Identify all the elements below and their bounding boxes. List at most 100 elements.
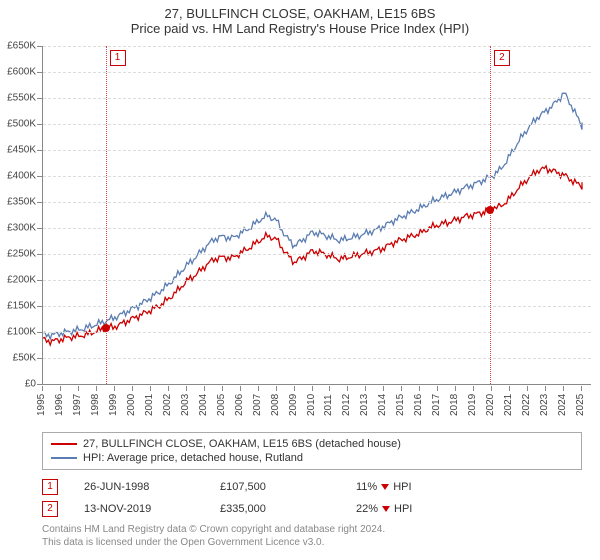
y-tick-mark — [37, 254, 42, 255]
y-tick-mark — [37, 98, 42, 99]
y-tick-mark — [37, 150, 42, 151]
sale-row-date: 26-JUN-1998 — [84, 481, 194, 493]
sale-row-index: 1 — [42, 479, 58, 495]
arrow-down-icon — [381, 484, 389, 490]
x-tick-mark — [383, 386, 384, 391]
x-tick-mark — [329, 386, 330, 391]
chart-container: 27, BULLFINCH CLOSE, OAKHAM, LE15 6BS Pr… — [0, 0, 600, 560]
x-tick-label: 2016 — [413, 394, 424, 416]
y-tick-mark — [37, 228, 42, 229]
y-tick-mark — [37, 202, 42, 203]
x-tick-mark — [347, 386, 348, 391]
footer-attribution: Contains HM Land Registry data © Crown c… — [42, 524, 582, 549]
x-tick-label: 2024 — [557, 394, 568, 416]
y-tick-mark — [37, 358, 42, 359]
x-tick-label: 1997 — [72, 394, 83, 416]
sale-row-diff-pct: 22% — [356, 503, 378, 515]
x-tick-mark — [42, 386, 43, 391]
gridline-h — [43, 176, 591, 177]
x-tick-label: 2010 — [306, 394, 317, 416]
y-tick-label: £50K — [13, 353, 36, 364]
y-tick-mark — [37, 332, 42, 333]
sale-event-dot — [102, 324, 110, 332]
series-svg — [43, 46, 591, 384]
gridline-h — [43, 98, 591, 99]
legend-label-price-paid: 27, BULLFINCH CLOSE, OAKHAM, LE15 6BS (d… — [83, 438, 401, 450]
x-tick-mark — [258, 386, 259, 391]
legend-box: 27, BULLFINCH CLOSE, OAKHAM, LE15 6BS (d… — [42, 432, 582, 470]
x-tick-mark — [294, 386, 295, 391]
legend-swatch-price-paid — [51, 443, 77, 445]
sale-row: 1 26-JUN-1998 £107,500 11%HPI — [42, 476, 582, 498]
series-line-price_paid — [43, 166, 582, 345]
x-tick-mark — [150, 386, 151, 391]
x-tick-label: 2025 — [575, 394, 586, 416]
sale-row-price: £335,000 — [220, 503, 330, 515]
y-tick-label: £550K — [7, 93, 36, 104]
y-tick-label: £450K — [7, 145, 36, 156]
x-tick-label: 2000 — [126, 394, 137, 416]
y-tick-mark — [37, 384, 42, 385]
x-tick-label: 2002 — [162, 394, 173, 416]
title-address: 27, BULLFINCH CLOSE, OAKHAM, LE15 6BS — [0, 6, 600, 21]
x-tick-label: 2021 — [503, 394, 514, 416]
x-tick-mark — [168, 386, 169, 391]
x-tick-label: 1999 — [108, 394, 119, 416]
x-tick-label: 2014 — [377, 394, 388, 416]
x-tick-label: 2006 — [234, 394, 245, 416]
gridline-h — [43, 254, 591, 255]
x-tick-label: 2007 — [252, 394, 263, 416]
footer-line1: Contains HM Land Registry data © Crown c… — [42, 524, 582, 537]
x-tick-label: 2008 — [270, 394, 281, 416]
x-tick-label: 1998 — [90, 394, 101, 416]
y-tick-label: £650K — [7, 41, 36, 52]
gridline-h — [43, 358, 591, 359]
gridline-h — [43, 150, 591, 151]
x-tick-label: 1996 — [54, 394, 65, 416]
legend-row-price-paid: 27, BULLFINCH CLOSE, OAKHAM, LE15 6BS (d… — [51, 437, 573, 451]
x-tick-mark — [276, 386, 277, 391]
sale-row: 213-NOV-2019£335,00022%HPI — [42, 498, 582, 520]
y-tick-mark — [37, 176, 42, 177]
series-line-hpi — [43, 93, 582, 339]
sale-row-diff: 22% HPI — [356, 503, 466, 515]
y-tick-mark — [37, 46, 42, 47]
title-subtitle: Price paid vs. HM Land Registry's House … — [0, 21, 600, 36]
x-tick-label: 2017 — [431, 394, 442, 416]
sale-event-line — [490, 46, 491, 384]
x-tick-label: 2023 — [539, 394, 550, 416]
plot-area: 12 — [42, 46, 591, 385]
x-tick-mark — [491, 386, 492, 391]
x-tick-mark — [401, 386, 402, 391]
sales-table: 126-JUN-1998£107,50011%HPI213-NOV-2019£3… — [42, 476, 582, 520]
gridline-h — [43, 228, 591, 229]
y-tick-label: £400K — [7, 171, 36, 182]
x-tick-mark — [240, 386, 241, 391]
x-tick-mark — [455, 386, 456, 391]
x-tick-label: 2003 — [180, 394, 191, 416]
gridline-h — [43, 46, 591, 47]
x-tick-mark — [563, 386, 564, 391]
gridline-h — [43, 124, 591, 125]
x-tick-mark — [78, 386, 79, 391]
y-axis-labels: £0£50K£100K£150K£200K£250K£300K£350K£400… — [0, 46, 40, 384]
x-tick-label: 2001 — [144, 394, 155, 416]
sale-row-price: £107,500 — [220, 481, 330, 493]
x-tick-mark — [473, 386, 474, 391]
sale-event-line — [106, 46, 107, 384]
sale-event-marker: 2 — [494, 50, 510, 66]
y-tick-mark — [37, 124, 42, 125]
x-tick-mark — [114, 386, 115, 391]
y-tick-label: £150K — [7, 301, 36, 312]
x-tick-mark — [132, 386, 133, 391]
x-tick-label: 2004 — [198, 394, 209, 416]
x-tick-label: 2009 — [288, 394, 299, 416]
y-tick-label: £250K — [7, 249, 36, 260]
x-tick-mark — [581, 386, 582, 391]
x-axis-labels: 1995199619971998199920002001200220032004… — [42, 386, 590, 426]
x-tick-mark — [365, 386, 366, 391]
sale-row-diff: 11%HPI — [356, 481, 466, 493]
sale-row-diff-suffix: HPI — [394, 503, 412, 515]
gridline-h — [43, 306, 591, 307]
y-tick-mark — [37, 72, 42, 73]
